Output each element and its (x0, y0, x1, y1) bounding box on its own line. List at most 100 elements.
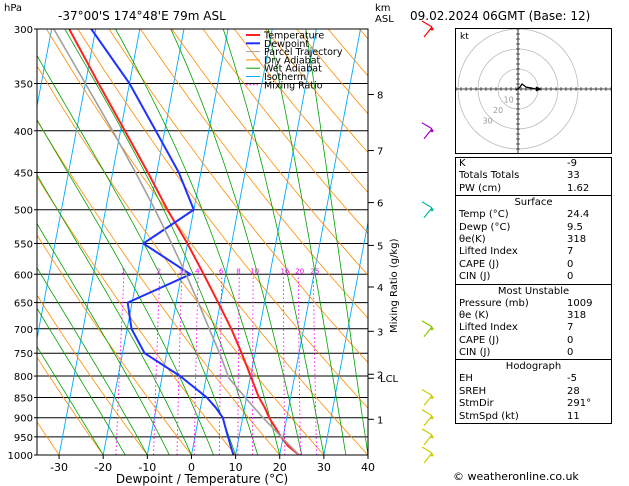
hodograph-ring-label: 30 (483, 117, 493, 126)
mixing-ratio-line (252, 274, 254, 455)
surface-title: Surface (514, 197, 553, 209)
most-unstable-index-row: Lifted Index 7 (456, 322, 611, 334)
height-unit-label: km ASL (375, 3, 394, 25)
legend-label: Wet Adiabat (264, 64, 322, 75)
wet-adiabat-line (64, 29, 259, 455)
dry-adiabat-line (202, 29, 368, 234)
surface-index-row: CIN (J) 0 (456, 271, 611, 283)
top-index-row: K -9 (456, 158, 611, 170)
hodograph-title: Hodograph (505, 361, 562, 373)
mixing-ratio-line (312, 274, 318, 455)
index-value: 24.4 (567, 209, 590, 221)
index-label: θe(K) (459, 233, 486, 245)
pressure-tick-label: 550 (14, 239, 33, 250)
legend-label: Mixing Ratio (264, 80, 323, 91)
wet-adiabat-line (37, 307, 126, 455)
dry-adiabat-line (265, 29, 368, 154)
pressure-tick-label: 450 (14, 168, 33, 179)
km-tick-label: 1 (377, 415, 383, 426)
mixing-ratio-axis-title: Mixing Ratio (g/kg) (389, 238, 400, 333)
mixing-ratio-line (193, 274, 199, 455)
x-axis-title: Dewpoint / Temperature (°C) (116, 472, 288, 486)
wind-barb-base (430, 129, 434, 133)
index-value: 318 (567, 309, 587, 321)
hodograph-index-row: StmDir 291° (456, 398, 611, 410)
surface-index-row: Temp (°C) 24.4 (456, 209, 611, 221)
isotherm-line (279, 29, 361, 455)
wet-adiabat-line (37, 222, 170, 455)
dry-adiabat-line (37, 294, 148, 455)
wet-adiabat-line (222, 29, 325, 455)
km-tick-label: 7 (377, 147, 383, 158)
most-unstable-title: Most Unstable (497, 285, 570, 297)
hodograph-panel: 10 20 30 kt (455, 28, 612, 154)
surface-index-row: Lifted Index 7 (456, 246, 611, 258)
surface-index-row: Dewp (°C) 9.5 (456, 222, 611, 234)
most-unstable-index-row: θe (K) 318 (456, 310, 611, 322)
index-label: CAPE (J) (459, 258, 500, 270)
index-label: θe (K) (459, 309, 489, 321)
wind-barb-flag (421, 446, 433, 454)
isotherm-line (37, 29, 97, 341)
index-value: 1009 (567, 297, 593, 309)
index-value: 0 (567, 347, 574, 359)
isotherm-line (146, 29, 229, 455)
wind-barb-flag (421, 201, 433, 209)
pressure-tick-label: 600 (14, 270, 33, 281)
wind-barb-flag (421, 320, 433, 328)
index-label: Dewp (°C) (459, 221, 511, 233)
temperature-tick-label: -10 (138, 461, 156, 474)
pressure-unit-label: hPa (4, 3, 23, 14)
wet-adiabat-line (37, 174, 192, 455)
mixing-ratio-line (297, 274, 302, 455)
index-value: 9.5 (567, 221, 583, 233)
index-value: 0 (567, 271, 574, 283)
index-value: 11 (567, 410, 580, 422)
index-value: 291° (567, 398, 592, 410)
wind-barb-flag (421, 388, 433, 397)
temperature-tick-label: 40 (361, 461, 375, 474)
mixing-ratio-value-label: 10 (250, 267, 259, 275)
wind-barb-flag (421, 409, 433, 417)
pressure-tick-label: 950 (14, 433, 33, 444)
mixing-ratio-line (176, 274, 183, 455)
isotherm-line (0, 29, 7, 455)
temperature-tick-label: -30 (50, 461, 68, 474)
copyright-footer: © weatheronline.co.uk (453, 470, 579, 483)
legend-label: Dry Adiabat (264, 55, 321, 66)
plot-frame (36, 28, 369, 456)
index-value: -9 (567, 158, 577, 169)
asl-label: ASL (375, 14, 394, 25)
wind-barb-base (430, 208, 434, 212)
dry-adiabat-line (37, 356, 104, 455)
pressure-tick-label: 900 (14, 414, 33, 425)
wet-adiabat-line (267, 29, 347, 455)
index-label: EH (459, 373, 473, 385)
temperature-tick-label: 20 (273, 461, 287, 474)
mixing-ratio-line (218, 274, 223, 455)
wind-barb-base (430, 395, 434, 399)
dry-adiabat-line (140, 29, 368, 319)
dry-adiabat-line (171, 29, 368, 276)
wind-barb-flag (421, 20, 433, 28)
wet-adiabat-line (170, 29, 303, 455)
index-label: CIN (J) (459, 271, 491, 283)
km-label: km (375, 3, 391, 14)
mixing-ratio-value-label: 16 (280, 267, 289, 275)
km-tick-label: 5 (377, 241, 383, 252)
datetime-title: 09.02.2024 06GMT (Base: 12) (410, 9, 591, 23)
pressure-tick-label: 850 (14, 393, 33, 404)
index-value: 33 (567, 170, 580, 182)
isotherm-line (235, 29, 317, 455)
top-index-row: Totals Totals 33 (456, 170, 611, 182)
surface-index-row: CAPE (J) 0 (456, 259, 611, 271)
dry-adiabat-line (37, 65, 325, 455)
most-unstable-index-row: Pressure (mb) 1009 (456, 298, 611, 310)
index-label: StmDir (459, 398, 494, 410)
mixing-ratio-value-label: 3 (179, 267, 183, 275)
index-label: Totals Totals (459, 170, 520, 182)
most-unstable-index-row: CIN (J) 0 (456, 347, 611, 359)
mixing-ratio-line (153, 274, 161, 455)
